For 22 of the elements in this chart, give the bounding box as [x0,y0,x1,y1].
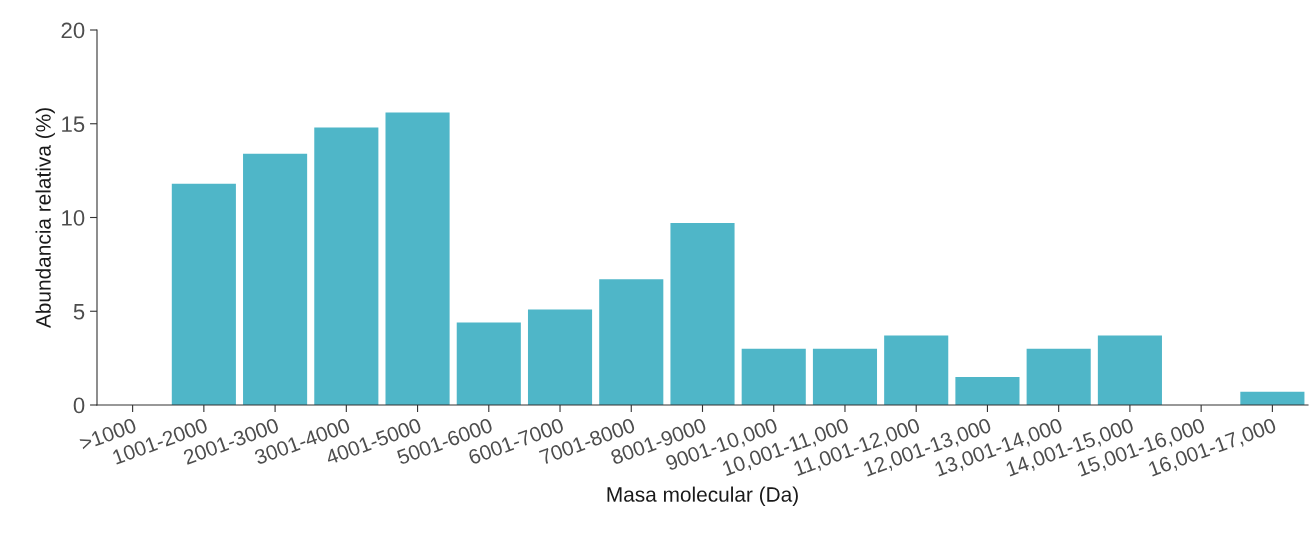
y-tick-label: 10 [62,210,85,226]
bar [599,279,664,405]
bar [1026,348,1091,405]
bar [456,322,521,405]
bar [1097,335,1162,405]
y-tick-label: 5 [73,304,85,320]
y-tick-label: 0 [73,397,85,414]
bar [314,127,379,405]
bar [812,348,878,405]
y-axis-title: Abundancia relativa (%) [35,108,55,329]
y-tick-label: 15 [62,116,85,133]
bar [171,183,236,405]
bar [527,309,593,405]
bar [955,376,1020,405]
bar [1240,391,1305,405]
bar [741,348,806,405]
bar [670,223,735,405]
y-tick-label: 20 [61,22,85,39]
bar [884,335,949,405]
bar [243,153,308,405]
x-axis-title: Masa molecular (Da) [607,486,798,506]
bar [385,112,450,405]
